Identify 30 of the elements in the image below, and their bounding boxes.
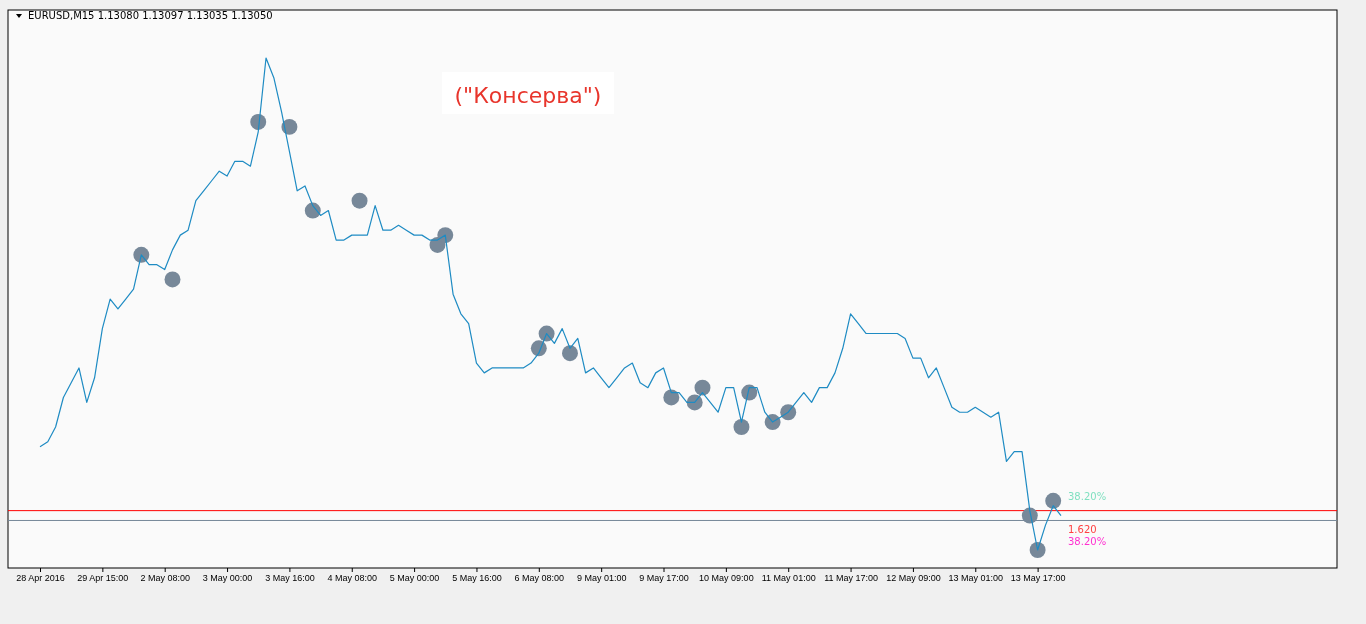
point — [1045, 492, 1062, 509]
point — [281, 118, 298, 135]
point — [164, 271, 181, 288]
x-tick-label: 5 May 00:00 — [389, 573, 440, 584]
x-tick-label: 11 May 17:00 — [824, 573, 878, 584]
point — [733, 419, 750, 435]
text: 38.20% — [1068, 536, 1107, 547]
x-tick-label: 12 May 09:00 — [886, 573, 941, 584]
chart-title: EURUSD,M15 1.13080 1.13097 1.13035 1.13050 — [28, 10, 273, 21]
text: 1.620 — [1068, 524, 1097, 535]
x-tick-label: 6 May 08:00 — [514, 573, 565, 584]
x-tick-label: 5 May 16:00 — [452, 573, 502, 584]
text: 38.20% — [1068, 491, 1107, 502]
x-tick-label: 13 May 01:00 — [948, 573, 1004, 584]
x-tick-label: 10 May 09:00 — [699, 573, 754, 584]
x-tick-label: 9 May 17:00 — [639, 573, 689, 584]
point — [351, 192, 368, 209]
x-tick-label: 3 May 00:00 — [202, 573, 253, 584]
x-tick-label: 11 May 01:00 — [761, 573, 816, 584]
x-tick-label: 13 May 17:00 — [1010, 573, 1066, 584]
x-tick-label: 4 May 08:00 — [327, 573, 378, 584]
point — [663, 389, 680, 406]
x-tick-label: 29 Apr 15:00 — [77, 573, 129, 584]
x-tick-label: 3 May 16:00 — [265, 573, 315, 584]
annotation: ("Консерва") — [454, 83, 602, 108]
x-tick-label: 9 May 01:00 — [576, 573, 627, 584]
point — [694, 379, 711, 396]
x-tick-label: 28 Apr 2016 — [16, 573, 65, 584]
x-tick-label: 2 May 08:00 — [140, 573, 190, 584]
point — [562, 345, 578, 362]
